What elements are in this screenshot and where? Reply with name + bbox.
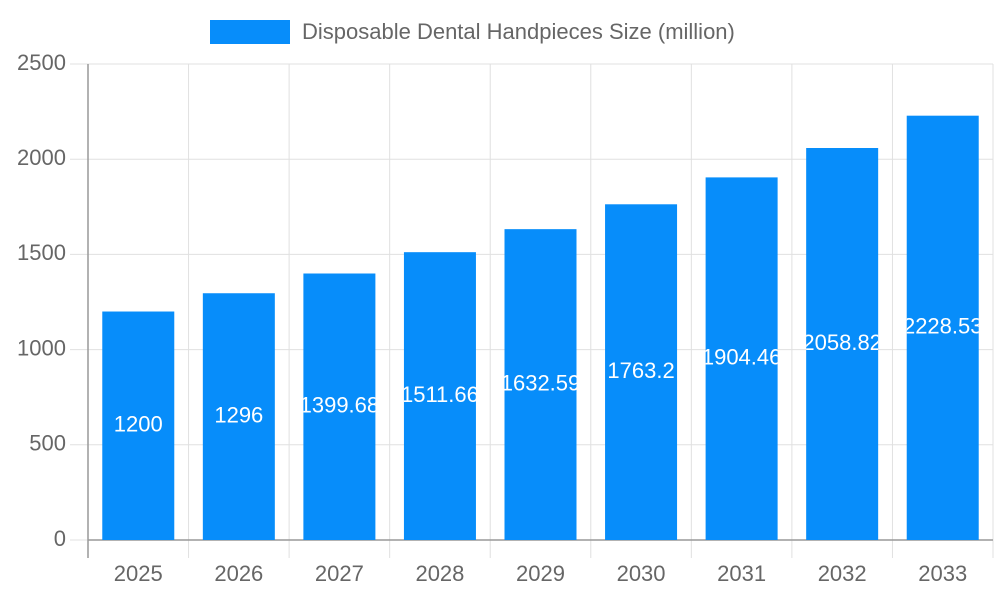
x-tick-label: 2026 [214,561,263,586]
data-label: 1632.59 [501,370,581,395]
legend-label: Disposable Dental Handpieces Size (milli… [302,19,735,44]
bar [906,115,979,540]
bar [806,148,879,540]
x-tick-label: 2031 [717,561,766,586]
y-tick-label: 1500 [17,240,66,265]
bar [705,177,778,541]
bar [605,204,678,540]
bar [102,311,175,540]
legend-swatch [210,20,290,44]
y-tick-label: 1000 [17,335,66,360]
bar [303,273,376,540]
data-label: 2228.53 [903,314,983,339]
bar [403,252,476,540]
data-label: 2058.82 [802,330,882,355]
data-label: 1511.66 [401,382,479,407]
bar [504,229,577,541]
data-label: 1904.46 [702,345,782,370]
data-label: 1399.68 [300,393,380,418]
y-tick-label: 0 [54,526,66,551]
y-tick-label: 2000 [17,145,66,170]
y-tick-label: 500 [29,431,66,456]
data-label: 1296 [214,402,263,427]
data-label: 1763.2 [607,358,674,383]
bar [202,293,275,540]
data-label: 1200 [114,412,163,437]
x-tick-label: 2027 [315,561,364,586]
x-tick-label: 2028 [415,561,464,586]
x-tick-label: 2033 [918,561,967,586]
x-tick-label: 2025 [114,561,163,586]
x-tick-label: 2030 [617,561,666,586]
x-tick-label: 2032 [818,561,867,586]
x-tick-label: 2029 [516,561,565,586]
y-tick-label: 2500 [17,50,66,75]
